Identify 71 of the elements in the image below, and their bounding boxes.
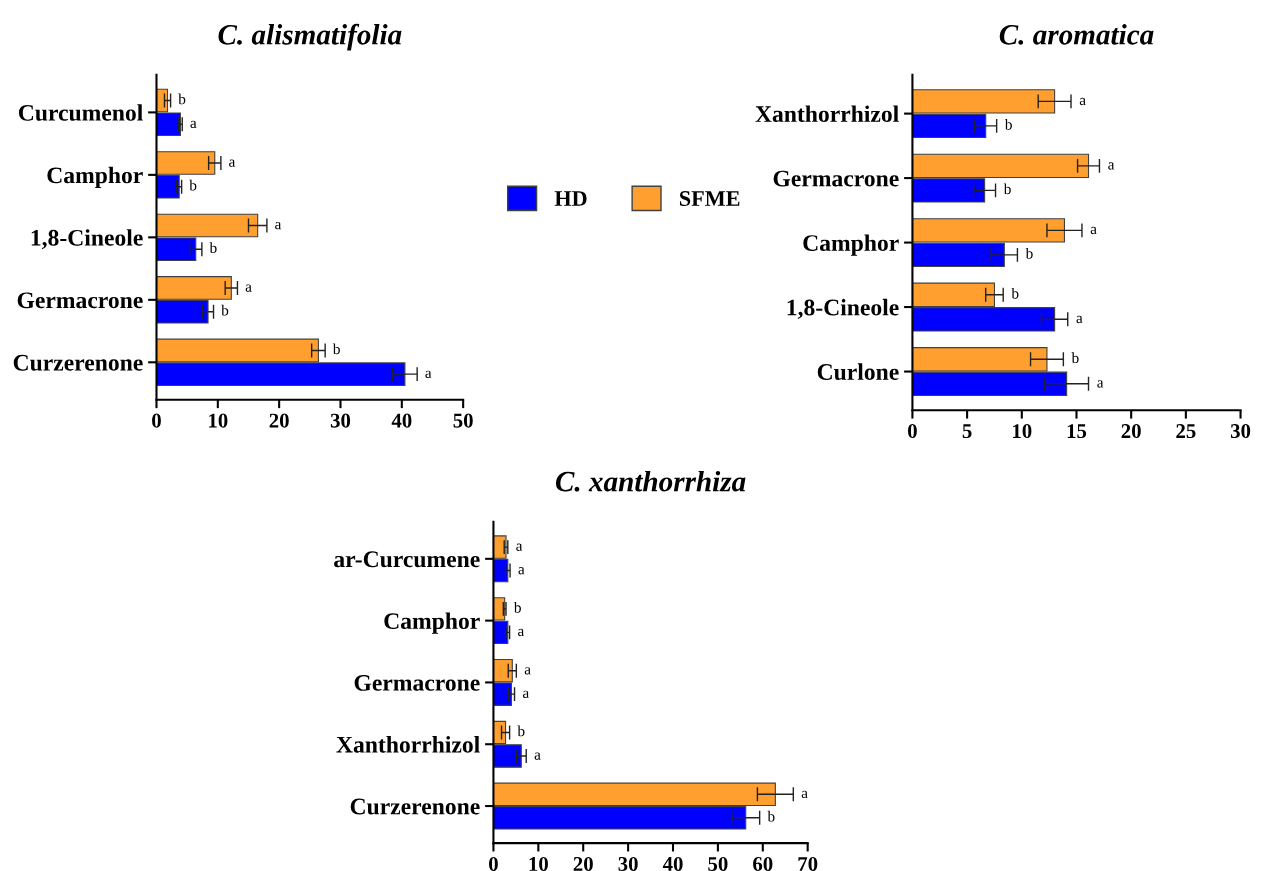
x-tick-label: 10 <box>1013 424 1032 439</box>
data-label: a <box>534 752 541 760</box>
data-label: a <box>1090 226 1097 235</box>
data-label: b <box>1071 352 1079 364</box>
x-tick-label: 40 <box>662 856 683 871</box>
chart-title: C. alismatifolia <box>218 23 402 51</box>
data-label: a <box>275 221 282 230</box>
x-tick-label: 0 <box>908 424 917 439</box>
data-label: b <box>513 601 521 613</box>
x-tick-label: 30 <box>618 856 638 871</box>
y-tick-label: 1,8-Cineole <box>31 229 143 250</box>
data-label: a <box>801 790 808 799</box>
data-label: b <box>767 810 775 822</box>
data-label: a <box>1097 380 1104 388</box>
data-label: a <box>518 567 525 575</box>
x-tick-label: 60 <box>753 856 773 871</box>
data-label: a <box>245 284 252 292</box>
data-label: a <box>1079 97 1086 106</box>
data-label: b <box>332 343 340 355</box>
y-tick-label: Xanthorrhizol <box>755 105 899 123</box>
data-label: a <box>516 543 523 551</box>
y-tick-label: 1,8-Cineole <box>787 298 899 319</box>
x-tick-label: 0 <box>489 856 498 871</box>
x-tick-label: 25 <box>1176 424 1196 439</box>
x-tick-label: 50 <box>453 413 473 428</box>
data-label: b <box>1011 287 1019 299</box>
x-tick-label: 10 <box>529 856 548 871</box>
chart-title: C. xanthorrhiza <box>555 470 746 492</box>
data-label: b <box>1004 118 1012 130</box>
y-tick-label: Curzerenone <box>13 354 143 371</box>
y-tick-label: Germacrone <box>773 170 899 187</box>
legend-label: SFME <box>679 191 740 206</box>
x-tick-label: 5 <box>962 424 972 439</box>
x-tick-label: 0 <box>152 413 161 428</box>
x-tick-label: 20 <box>573 856 593 871</box>
x-tick-label: 40 <box>391 413 412 428</box>
x-tick-label: 20 <box>1121 424 1141 439</box>
y-tick-label: Curcumenol <box>18 104 143 121</box>
data-label: a <box>425 370 432 378</box>
data-label: b <box>209 242 217 254</box>
data-label: b <box>1003 183 1011 195</box>
data-label: b <box>189 179 197 191</box>
x-tick-label: 70 <box>798 856 818 871</box>
data-label: a <box>190 120 197 129</box>
y-tick-label: Germacrone <box>354 674 480 691</box>
y-tick-label: Curlone <box>817 363 899 381</box>
x-tick-label: 20 <box>269 413 289 428</box>
x-tick-label: 10 <box>209 413 228 428</box>
data-label: b <box>1025 247 1033 259</box>
x-tick-label: 30 <box>1230 424 1251 439</box>
chart-title: C. aromatica <box>999 24 1154 45</box>
data-label: a <box>1076 315 1083 324</box>
y-tick-label: Camphor <box>384 612 480 634</box>
data-label: a <box>1108 162 1115 170</box>
data-label: b <box>178 93 186 105</box>
y-tick-label: Xanthorrhizol <box>336 736 480 753</box>
data-label: a <box>522 690 529 698</box>
y-tick-label: Camphor <box>47 166 143 189</box>
y-tick-label: Germacrone <box>17 292 143 309</box>
data-label: a <box>518 628 525 637</box>
y-tick-label: ar-Curcumene <box>334 551 480 568</box>
x-tick-label: 15 <box>1067 424 1087 439</box>
data-label: a <box>229 159 236 167</box>
data-label: a <box>524 667 531 675</box>
x-tick-label: 30 <box>330 413 351 428</box>
legend-label: HD <box>554 191 587 206</box>
data-label: b <box>221 304 229 316</box>
data-label: b <box>517 725 525 737</box>
x-tick-label: 50 <box>708 856 728 871</box>
y-tick-label: Curzerenone <box>350 798 480 815</box>
y-tick-label: Camphor <box>803 234 899 256</box>
